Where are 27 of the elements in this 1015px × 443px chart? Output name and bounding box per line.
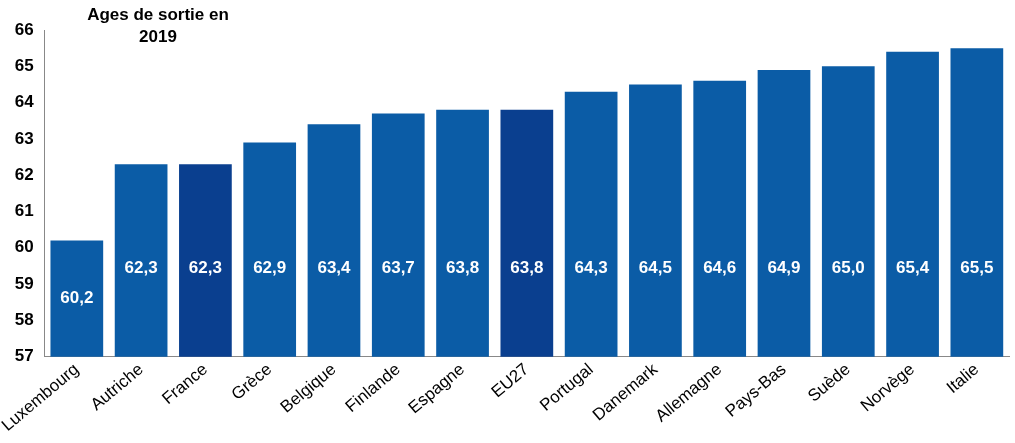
y-tick-label: 63 bbox=[14, 128, 34, 148]
data-label: 64,9 bbox=[767, 258, 801, 278]
data-label: 60,2 bbox=[60, 288, 94, 308]
data-label: 65,5 bbox=[960, 258, 994, 278]
data-label: 62,9 bbox=[253, 258, 287, 278]
data-label: 62,3 bbox=[188, 258, 222, 278]
y-tick-label: 65 bbox=[14, 55, 34, 75]
y-tick-label: 66 bbox=[14, 19, 34, 39]
data-label: 64,6 bbox=[703, 258, 737, 278]
data-label: 65,0 bbox=[831, 258, 865, 278]
y-tick-label: 60 bbox=[14, 237, 34, 257]
data-label: 63,8 bbox=[446, 258, 480, 278]
y-tick-label: 59 bbox=[14, 273, 34, 293]
data-label: 64,5 bbox=[638, 258, 672, 278]
chart-title: Ages de sortie en 2019 bbox=[86, 4, 230, 48]
data-label: 62,3 bbox=[124, 258, 158, 278]
data-label: 63,8 bbox=[510, 258, 544, 278]
y-tick-label: 62 bbox=[14, 164, 34, 184]
x-tick-label: Italie bbox=[942, 359, 983, 398]
y-tick-label: 64 bbox=[14, 92, 35, 112]
data-label: 64,3 bbox=[574, 258, 608, 278]
data-label: 63,7 bbox=[381, 258, 415, 278]
y-tick-label: 58 bbox=[14, 310, 34, 330]
y-tick-label: 57 bbox=[14, 346, 34, 366]
data-label: 63,4 bbox=[317, 258, 352, 278]
y-tick-label: 61 bbox=[14, 201, 34, 221]
data-label: 65,4 bbox=[896, 258, 930, 278]
